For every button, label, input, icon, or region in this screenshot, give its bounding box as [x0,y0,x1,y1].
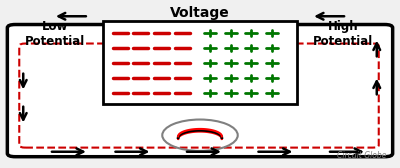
Text: Voltage: Voltage [170,6,230,20]
Text: High
Potential: High Potential [313,20,373,48]
Text: Circuit Globe: Circuit Globe [337,151,387,160]
FancyBboxPatch shape [7,25,393,157]
FancyBboxPatch shape [103,21,297,104]
Text: Low
Potential: Low Potential [25,20,85,48]
